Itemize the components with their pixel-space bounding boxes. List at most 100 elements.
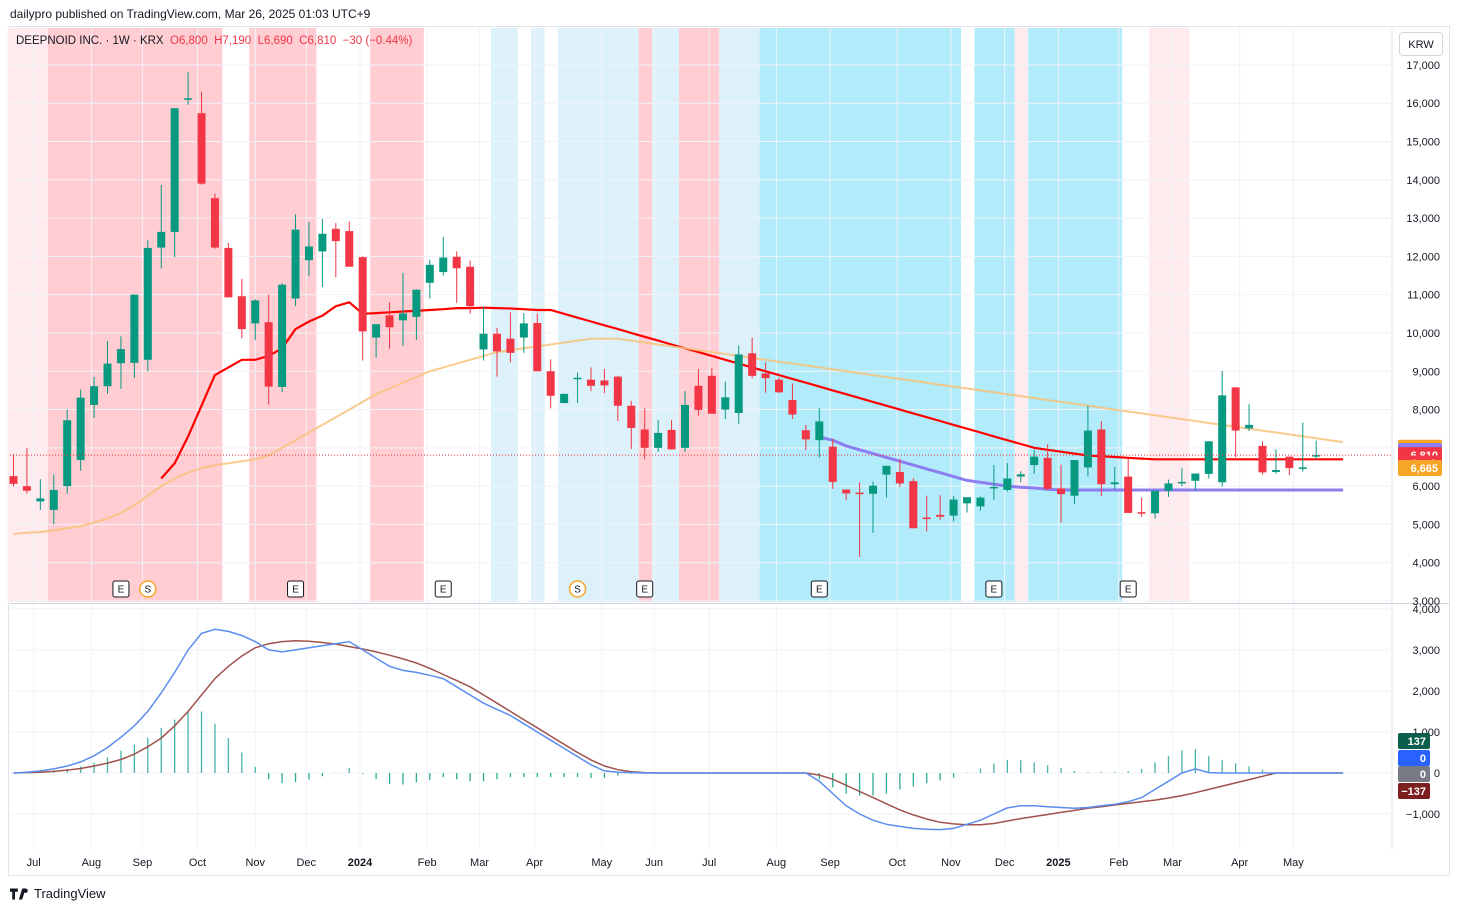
candle-body	[1191, 473, 1200, 481]
candle-body	[197, 113, 206, 184]
time-tick-label: Jul	[702, 857, 716, 869]
background-zone	[719, 28, 760, 602]
candle-body	[748, 353, 757, 376]
price-tick-label: 5,000	[1412, 519, 1440, 531]
candle-body	[492, 333, 501, 352]
candle-body	[439, 257, 448, 273]
candle-body	[707, 375, 716, 414]
candle-body	[976, 497, 985, 507]
time-tick-label: Oct	[189, 857, 206, 869]
event-label: S	[144, 585, 151, 596]
candle-body	[1177, 481, 1186, 484]
background-zone	[490, 28, 518, 602]
candle-body	[573, 377, 582, 380]
price-tick-label: 13,000	[1406, 213, 1440, 225]
time-tick-label: 2024	[348, 857, 373, 869]
candle-body	[278, 284, 287, 387]
candle-body	[452, 256, 461, 269]
candle-body	[1110, 482, 1119, 485]
background-zone	[638, 28, 653, 602]
macd-tick-label: 4,000	[1412, 604, 1440, 616]
event-label: E	[292, 585, 299, 596]
change-value: −30 (−0.44%)	[342, 35, 413, 47]
candle-body	[788, 399, 797, 415]
time-tick-label: Aug	[82, 857, 102, 869]
candle-body	[130, 294, 139, 363]
high-value: H7,190	[214, 35, 252, 47]
candle-body	[627, 405, 636, 428]
price-tick-label: 4,000	[1412, 558, 1440, 570]
candle-body	[828, 446, 837, 482]
time-tick-label: Sep	[820, 857, 840, 869]
candle-body	[895, 471, 904, 484]
candle-body	[600, 380, 609, 386]
candle-body	[1097, 429, 1106, 485]
candle-body	[546, 371, 555, 396]
macd-tag-label: −137	[1401, 786, 1426, 798]
candle-body	[251, 300, 260, 324]
time-tick-label: Feb	[418, 857, 437, 869]
candle-body	[533, 323, 542, 372]
candle-body	[331, 228, 340, 242]
time-tick-label: Mar	[1163, 857, 1182, 869]
candle-body	[103, 363, 112, 387]
close-value: C6,810	[299, 35, 337, 47]
background-zone	[759, 28, 962, 602]
price-tick-label: 9,000	[1412, 366, 1440, 378]
macd-tag	[1398, 733, 1430, 749]
candle-body	[855, 492, 864, 495]
background-zone	[679, 28, 720, 602]
time-tick-label: May	[591, 857, 612, 869]
candle-body	[640, 429, 649, 448]
candle-body	[36, 498, 45, 502]
candle-body	[506, 338, 515, 353]
time-tick-label: Jun	[645, 857, 663, 869]
earnings-marker	[1119, 580, 1137, 598]
macd-tag-label: 0	[1420, 769, 1426, 781]
price-tick-label: 16,000	[1406, 98, 1440, 110]
candle-body	[1204, 441, 1213, 474]
price-tick-label: 6,000	[1412, 481, 1440, 493]
time-tick-label: 2025	[1046, 857, 1070, 869]
candle-body	[184, 98, 193, 100]
time-tick-label: Feb	[1109, 857, 1128, 869]
candle-body	[842, 489, 851, 494]
candle-body	[143, 247, 152, 360]
event-label: E	[816, 585, 823, 596]
macd-histogram	[26, 711, 1264, 796]
candle-body	[1030, 456, 1039, 466]
candle-body	[949, 499, 958, 516]
price-tick-label: 10,000	[1406, 328, 1440, 340]
background-zone	[974, 28, 1015, 602]
candle-body	[385, 315, 394, 328]
macd-tick-label: −1,000	[1406, 809, 1440, 821]
macd-line	[13, 628, 1344, 831]
price-tick-label: 15,000	[1406, 137, 1440, 149]
time-tick-label: Nov	[245, 857, 265, 869]
event-label: E	[991, 585, 998, 596]
publisher-line: dailypro published on TradingView.com, M…	[10, 7, 371, 21]
earnings-marker	[112, 580, 130, 598]
price-tick-label: 14,000	[1406, 175, 1440, 187]
background-zone	[7, 28, 48, 602]
time-tick-label: Oct	[889, 857, 906, 869]
earnings-marker	[985, 580, 1003, 598]
candle-body	[291, 229, 300, 299]
candle-body	[882, 465, 891, 475]
earnings-marker	[287, 580, 305, 598]
candle-body	[1151, 490, 1160, 514]
candle-body	[1016, 474, 1025, 477]
candle-body	[761, 373, 770, 379]
split-marker	[568, 580, 587, 598]
candle-body	[479, 333, 488, 350]
candle-body	[1124, 476, 1133, 513]
macd-tag-label: 0	[1420, 753, 1426, 765]
candle-body	[963, 497, 972, 504]
currency-button[interactable]: KRW	[1399, 32, 1443, 56]
candle-body	[76, 397, 85, 461]
candle-body	[586, 379, 595, 386]
time-tick-label: Apr	[526, 857, 543, 869]
time-tick-label: Dec	[995, 857, 1015, 869]
candle-body	[63, 420, 72, 487]
